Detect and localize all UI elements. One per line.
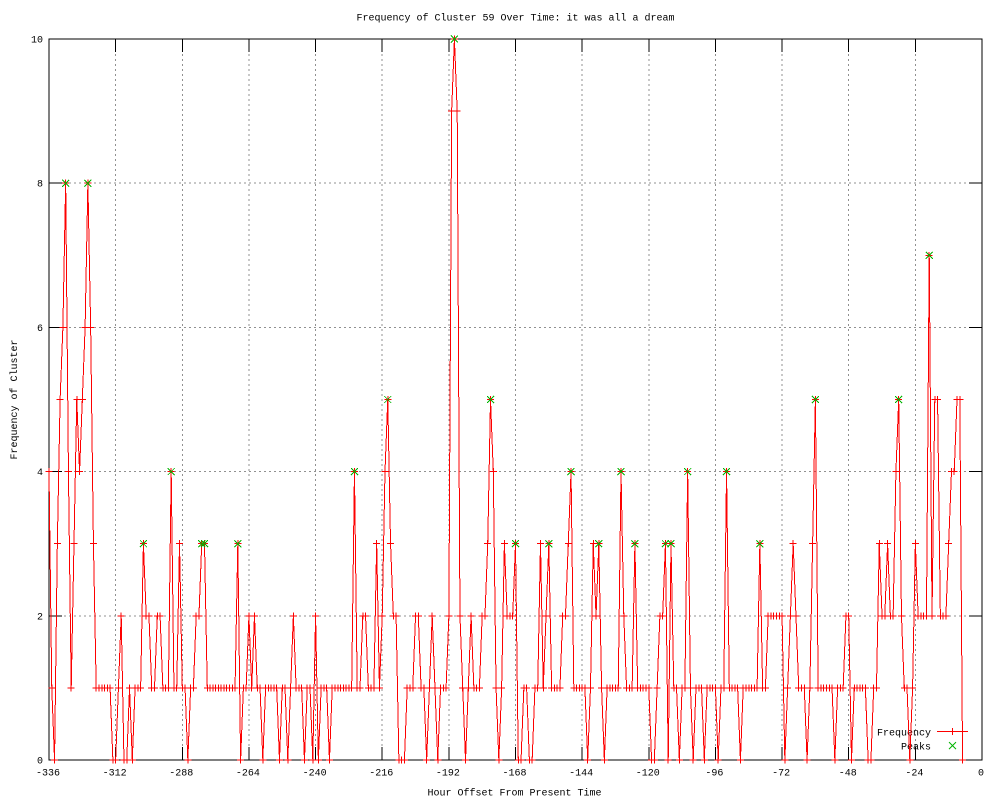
svg-text:-24: -24 <box>905 769 923 780</box>
svg-text:-264: -264 <box>236 769 260 780</box>
svg-text:-72: -72 <box>772 769 790 780</box>
svg-text:-240: -240 <box>303 769 327 780</box>
svg-text:Frequency of Cluster: Frequency of Cluster <box>9 339 21 459</box>
svg-text:-288: -288 <box>169 769 193 780</box>
svg-text:Hour Offset From Present Time: Hour Offset From Present Time <box>427 788 601 800</box>
svg-text:-144: -144 <box>569 769 593 780</box>
svg-text:-312: -312 <box>103 769 127 780</box>
svg-text:0: 0 <box>37 757 43 768</box>
svg-text:-120: -120 <box>636 769 660 780</box>
svg-text:-336: -336 <box>36 769 60 780</box>
svg-text:-48: -48 <box>839 769 857 780</box>
svg-text:2: 2 <box>37 612 43 623</box>
svg-text:-96: -96 <box>705 769 723 780</box>
svg-text:10: 10 <box>31 36 43 47</box>
svg-text:-216: -216 <box>369 769 393 780</box>
svg-text:Frequency: Frequency <box>877 729 931 740</box>
svg-text:6: 6 <box>37 324 43 335</box>
svg-text:-192: -192 <box>436 769 460 780</box>
svg-text:Peaks: Peaks <box>901 742 931 754</box>
svg-text:4: 4 <box>37 468 43 479</box>
svg-text:8: 8 <box>37 180 43 191</box>
svg-text:Frequency of Cluster 59 Over T: Frequency of Cluster 59 Over Time: it wa… <box>356 13 674 25</box>
svg-text:-168: -168 <box>502 769 526 780</box>
svg-text:0: 0 <box>978 769 984 780</box>
